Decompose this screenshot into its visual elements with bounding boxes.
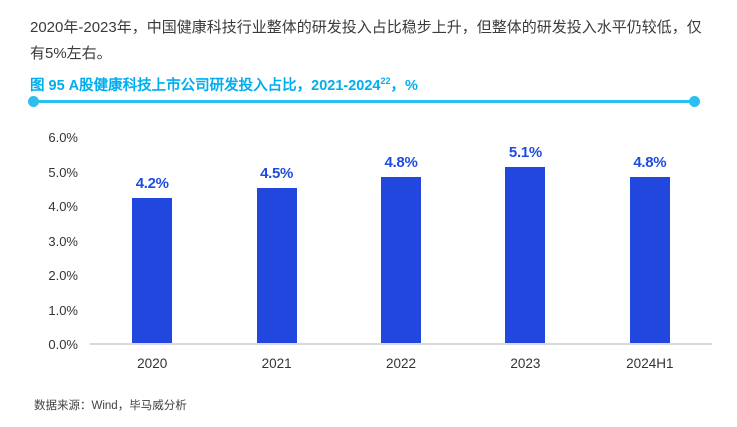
y-tick-label: 5.0% bbox=[48, 164, 78, 180]
bar-2020 bbox=[132, 198, 173, 343]
x-tick-label: 2022 bbox=[385, 356, 417, 371]
x-tick-label: 2020 bbox=[137, 356, 168, 371]
data-source-note: 数据来源：Wind，毕马威分析 bbox=[34, 400, 187, 412]
divider-right-dot-icon bbox=[689, 96, 700, 107]
x-tick-label: 2021 bbox=[261, 356, 292, 371]
y-tick-label: 0.0% bbox=[48, 337, 78, 352]
y-tick-label: 6.0% bbox=[48, 130, 78, 145]
y-tick-label: 2.0% bbox=[48, 268, 78, 283]
bar-slot: 4.5% bbox=[214, 138, 338, 343]
bar-slot: 4.8% bbox=[339, 138, 463, 343]
y-axis: 0.0% 1.0% 2.0% 3.0% 4.0% 5.0% 6.0% bbox=[30, 120, 78, 352]
rd-investment-bar-chart: 0.0% 1.0% 2.0% 3.0% 4.0% 5.0% 6.0% 4.2% 4.5% 4.8… bbox=[30, 120, 714, 378]
y-tick-label: 4.0% bbox=[48, 199, 78, 214]
y-tick-label: 1.0% bbox=[48, 302, 78, 318]
divider-left-dot-icon bbox=[28, 96, 39, 107]
figure-title-footnote-ref: 22 bbox=[380, 76, 391, 87]
bar-2022 bbox=[381, 177, 422, 343]
bar-slot: 4.8% bbox=[588, 138, 712, 343]
bar-value-label: 4.5% bbox=[260, 164, 294, 182]
y-tick-label: 3.0% bbox=[48, 233, 78, 249]
bar-2024H1 bbox=[629, 177, 670, 343]
bar-value-label: 4.8% bbox=[384, 154, 418, 172]
plot-area: 4.2% 4.5% 4.8% 5.1% 4.8% bbox=[90, 138, 712, 345]
bar-slot: 5.1% bbox=[463, 138, 587, 343]
bar-2021 bbox=[256, 187, 297, 343]
figure-title: 图 95 A股健康科技上市公司研发投入占比，2021-202422，% bbox=[30, 77, 418, 95]
bar-slot: 4.2% bbox=[90, 138, 214, 343]
title-divider-line bbox=[28, 96, 700, 107]
bar-value-label: 4.2% bbox=[135, 175, 169, 193]
bar-value-label: 5.1% bbox=[508, 144, 542, 162]
bar-value-label: 4.8% bbox=[633, 154, 667, 172]
figure-title-text: 图 95 A股健康科技上市公司研发投入占比，2021-2024 bbox=[30, 78, 381, 94]
bar-2023 bbox=[505, 167, 546, 343]
x-tick-label: 2023 bbox=[510, 356, 541, 371]
figure-title-unit: ，% bbox=[390, 78, 418, 94]
x-axis: 2020 2021 2022 2023 2024H1 bbox=[90, 356, 712, 371]
body-paragraph: 2020年-2023年，中国健康科技行业整体的研发投入占比稳步上升，但整体的研发… bbox=[30, 19, 702, 62]
x-tick-label: 2024H1 bbox=[626, 356, 674, 371]
